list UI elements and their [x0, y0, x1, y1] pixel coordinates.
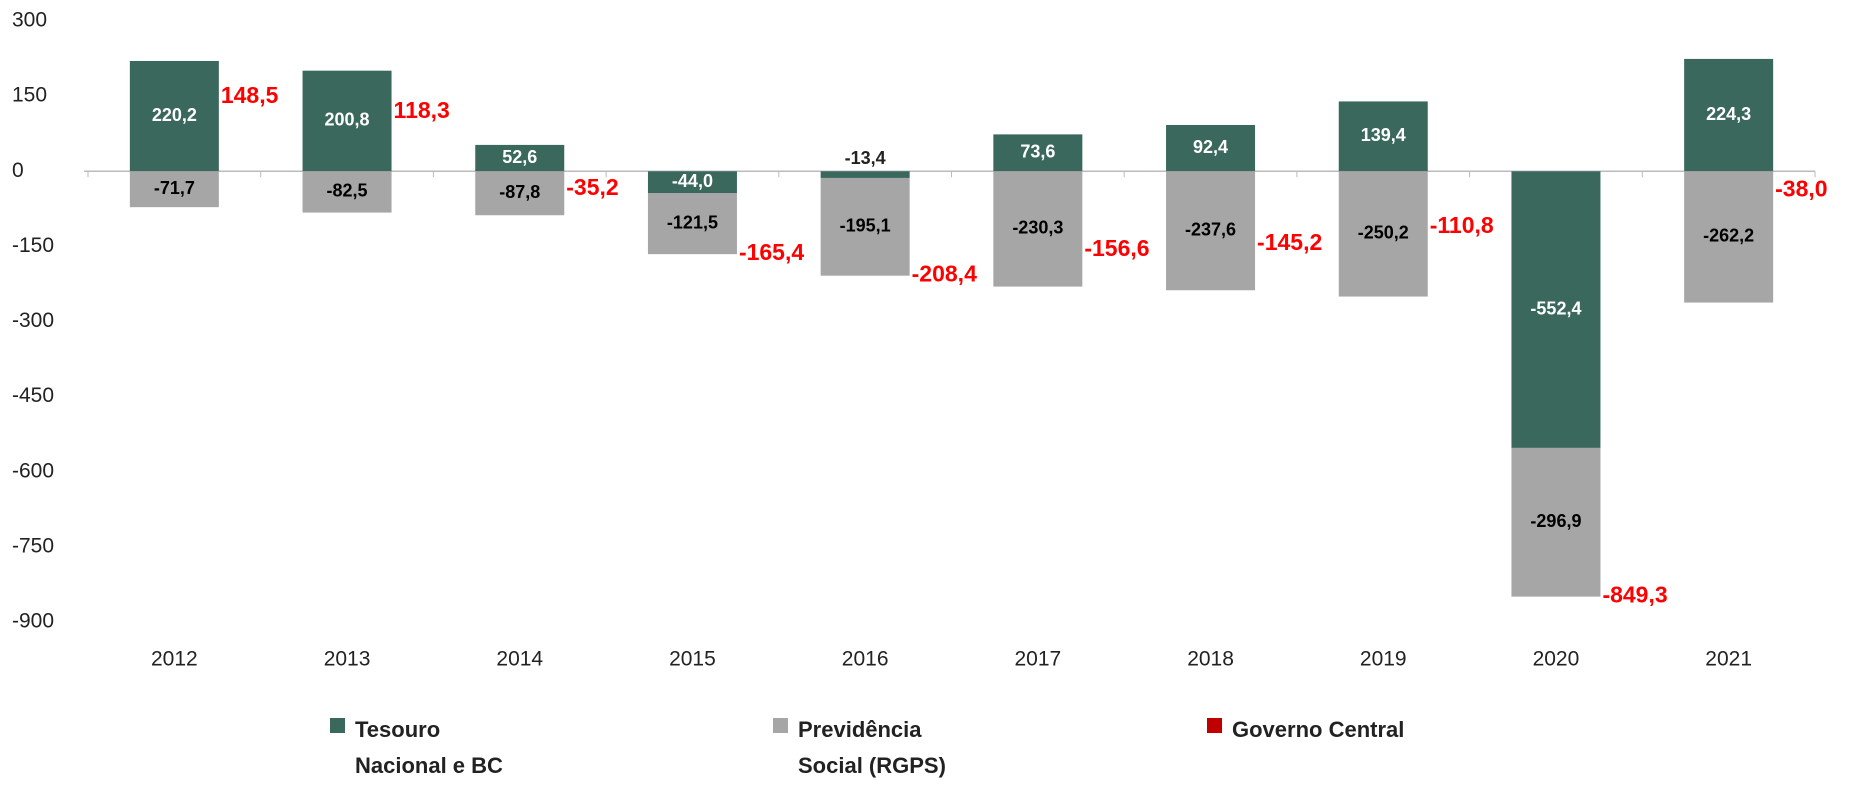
y-tick-label: -150	[12, 234, 54, 257]
value-label: -262,2	[1703, 226, 1754, 246]
total-label: -110,8	[1430, 212, 1494, 238]
total-label: -35,2	[566, 174, 618, 200]
legend-item: Governo Central	[1207, 712, 1492, 748]
total-label: -156,6	[1084, 235, 1149, 261]
y-tick-label: 300	[12, 9, 47, 32]
value-label: -87,8	[499, 182, 540, 202]
total-label: 118,3	[394, 97, 450, 123]
legend-swatch	[773, 718, 788, 733]
value-label: -250,2	[1358, 223, 1409, 243]
value-label: 139,4	[1361, 125, 1406, 145]
value-label: -296,9	[1530, 511, 1581, 531]
y-tick-label: -300	[12, 309, 54, 332]
value-label: -13,4	[845, 148, 886, 168]
value-label: -237,6	[1185, 219, 1236, 239]
x-tick-label: 2021	[1705, 648, 1752, 671]
x-tick-label: 2019	[1360, 648, 1407, 671]
value-label: -230,3	[1012, 218, 1063, 238]
value-label: -552,4	[1530, 298, 1581, 318]
legend-item: Previdência Social (RGPS)	[773, 712, 973, 784]
x-tick-label: 2016	[842, 648, 889, 671]
value-label: -195,1	[840, 216, 891, 236]
total-label: -208,4	[912, 261, 977, 287]
x-tick-label: 2018	[1187, 648, 1234, 671]
value-label: 220,2	[152, 105, 197, 125]
y-tick-label: 0	[12, 159, 24, 182]
value-label: 52,6	[502, 147, 537, 167]
value-label: -71,7	[154, 178, 195, 198]
value-label: -121,5	[667, 212, 718, 232]
y-tick-label: -750	[12, 534, 54, 557]
legend-swatch	[1207, 718, 1222, 733]
value-label: 224,3	[1706, 104, 1751, 124]
total-label: -145,2	[1257, 229, 1322, 255]
x-tick-label: 2017	[1014, 648, 1061, 671]
value-label: -44,0	[672, 171, 713, 191]
x-tick-label: 2013	[324, 648, 371, 671]
y-tick-label: -900	[12, 610, 54, 633]
page: {"chart_data": {"type": "bar", "stacked"…	[0, 0, 1859, 785]
value-label: 92,4	[1193, 137, 1228, 157]
x-tick-label: 2015	[669, 648, 716, 671]
total-label: 148,5	[221, 82, 279, 108]
value-label: -82,5	[327, 181, 368, 201]
legend-label: Tesouro Nacional e BC	[355, 712, 530, 784]
value-label: 200,8	[325, 110, 370, 130]
y-tick-label: -600	[12, 459, 54, 482]
y-tick-label: 150	[12, 84, 47, 107]
x-tick-label: 2014	[496, 648, 543, 671]
legend-label: Previdência Social (RGPS)	[798, 712, 973, 784]
legend-item: Tesouro Nacional e BC	[330, 712, 530, 784]
chart: 300 150 0 -150 -300 -450 -600 -750 -900 2012 220,2…	[0, 0, 1859, 700]
bar	[821, 171, 910, 178]
value-label: 73,6	[1020, 142, 1055, 162]
y-tick-label: -450	[12, 384, 54, 407]
legend-label: Governo Central	[1232, 712, 1492, 748]
total-label: -165,4	[739, 239, 804, 265]
x-tick-label: 2012	[151, 648, 198, 671]
total-label: -849,3	[1602, 582, 1667, 608]
x-tick-label: 2020	[1533, 648, 1580, 671]
legend-swatch	[330, 718, 345, 733]
total-label: -38,0	[1775, 175, 1827, 201]
